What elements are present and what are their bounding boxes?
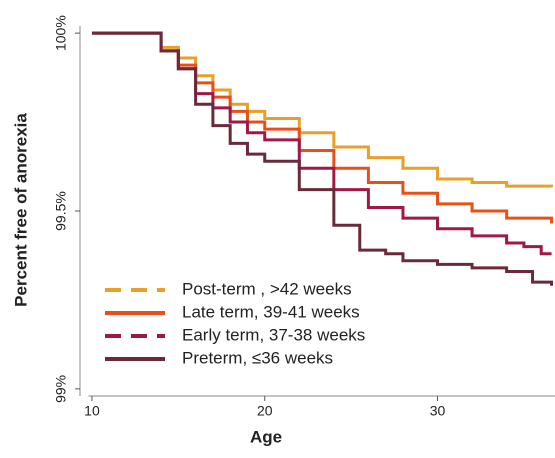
x-tick-label: 30 — [430, 403, 446, 419]
x-axis-label: Age — [250, 427, 282, 446]
y-tick-label: 100% — [53, 15, 69, 51]
y-tick-label: 99% — [53, 375, 69, 403]
x-tick-label: 20 — [257, 403, 273, 419]
y-axis-label: Percent free of anorexia — [11, 113, 30, 307]
survival-line — [91, 31, 554, 224]
legend-label: Preterm, ≤36 weeks — [182, 348, 333, 367]
survival-line — [91, 31, 554, 286]
x-tick-label: 10 — [84, 403, 100, 419]
y-tick-label: 99.5% — [53, 191, 69, 231]
legend-label: Late term, 39-41 weeks — [182, 302, 360, 321]
legend-label: Post-term , >42 weeks — [182, 279, 352, 298]
survival-line — [91, 31, 552, 256]
legend-label: Early term, 37-38 weeks — [182, 325, 365, 344]
survival-line — [91, 31, 554, 188]
